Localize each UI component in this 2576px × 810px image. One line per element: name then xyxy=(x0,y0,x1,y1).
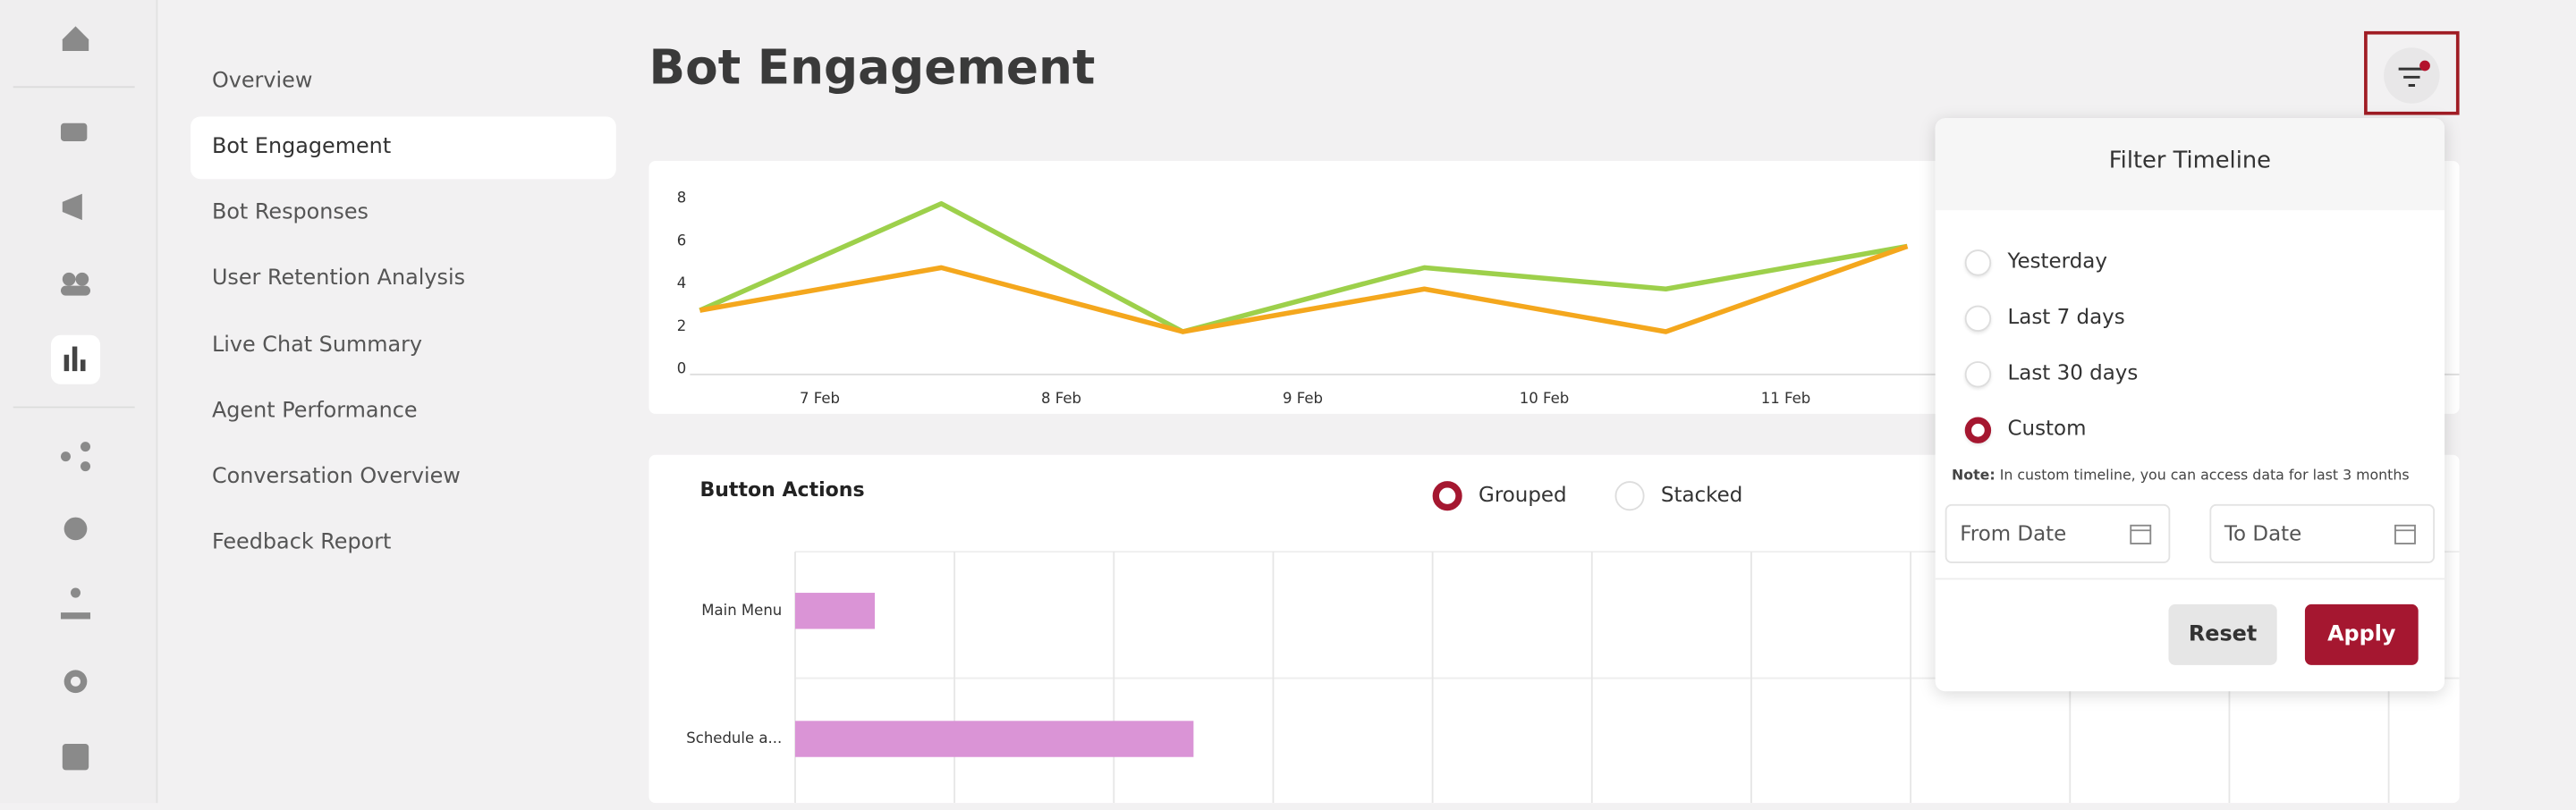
to-date[interactable]: To Date xyxy=(2209,503,2436,563)
option-label: Last 30 days xyxy=(2007,359,2139,384)
radio xyxy=(1964,304,1992,332)
radio xyxy=(1964,249,1992,275)
nav-item[interactable]: Bot Engagement xyxy=(191,116,616,180)
filter-option[interactable]: Last 7 days xyxy=(1964,300,2125,333)
nav-item[interactable]: Live Chat Summary xyxy=(211,333,423,358)
y-tick-label: 4 xyxy=(677,274,687,291)
nav-item[interactable]: Conversation Overview xyxy=(211,464,461,490)
nav-item[interactable]: Feedback Report xyxy=(211,530,392,556)
x-tick-label: 7 Feb xyxy=(800,390,840,407)
reset-button[interactable]: Reset xyxy=(2168,603,2277,665)
chart-title: Button Actions xyxy=(699,479,864,502)
to-placeholder: To Date xyxy=(2224,520,2302,545)
x-tick-label: 9 Feb xyxy=(1283,390,1323,407)
nav-item[interactable]: Bot Responses xyxy=(211,200,369,225)
mode-radio[interactable] xyxy=(1614,481,1645,511)
popup-title: Filter Timeline xyxy=(1935,118,2445,211)
idea-icon[interactable] xyxy=(64,517,88,541)
y-tick-label: 2 xyxy=(677,317,687,334)
y-tick-label: 0 xyxy=(677,360,687,377)
filter-popup: Filter Timeline Yesterday Last 7 days Last… xyxy=(1935,118,2445,692)
y-tick-label: Main Menu xyxy=(701,602,782,619)
divider xyxy=(1935,578,2445,580)
y-tick-label: 6 xyxy=(677,232,687,249)
integrations-icon[interactable] xyxy=(62,744,89,771)
option-label: Yesterday xyxy=(2007,248,2107,273)
bar xyxy=(794,721,1194,757)
note-label: Note: xyxy=(1952,468,1996,485)
filter-option[interactable]: Last 30 days xyxy=(1964,357,2139,390)
line-series xyxy=(699,200,1908,334)
bar xyxy=(794,593,876,629)
x-tick-label: 8 Feb xyxy=(1041,390,1081,407)
users-icon[interactable] xyxy=(62,272,76,286)
note-text: In custom timeline, you can access data … xyxy=(1999,468,2410,485)
calendar-icon xyxy=(2130,524,2152,544)
y-tick-label: Schedule a... xyxy=(686,730,782,747)
rail-icons xyxy=(13,26,135,771)
filter-button[interactable] xyxy=(2368,35,2456,112)
nav-item[interactable]: Agent Performance xyxy=(211,398,418,424)
note: Note: In custom timeline, you can access… xyxy=(1952,468,2410,484)
apply-button[interactable]: Apply xyxy=(2304,603,2419,665)
from-date[interactable]: From Date xyxy=(1945,503,2171,563)
radio xyxy=(1964,360,1992,387)
chat-icon[interactable] xyxy=(60,122,88,141)
calendar-icon xyxy=(2394,524,2416,544)
icon-rail xyxy=(0,0,158,804)
nav-item[interactable]: User Retention Analysis xyxy=(211,266,466,291)
home-icon[interactable] xyxy=(62,26,89,51)
option-label: Last 7 days xyxy=(2007,303,2125,329)
mode-label: Stacked xyxy=(1661,484,1742,507)
x-tick-label: 10 Feb xyxy=(1520,390,1570,407)
filter-option[interactable]: Custom xyxy=(1964,412,2087,445)
mode-radio[interactable] xyxy=(1432,481,1462,511)
org-icon[interactable] xyxy=(70,587,80,598)
y-tick-label: 8 xyxy=(677,190,687,207)
filter-option[interactable]: Yesterday xyxy=(1964,245,2107,278)
flow-icon[interactable] xyxy=(60,451,71,462)
campaign-icon[interactable] xyxy=(62,193,82,221)
nav-item[interactable]: Overview xyxy=(211,68,313,94)
filter-button-highlight xyxy=(2364,30,2460,115)
option-label: Custom xyxy=(2007,415,2087,441)
line-series xyxy=(699,243,1909,334)
radio xyxy=(1964,416,1992,443)
x-tick-label: 11 Feb xyxy=(1761,390,1811,407)
from-placeholder: From Date xyxy=(1960,520,2067,545)
mode-label: Grouped xyxy=(1479,484,1567,507)
page-title: Bot Engagement xyxy=(648,39,1096,96)
